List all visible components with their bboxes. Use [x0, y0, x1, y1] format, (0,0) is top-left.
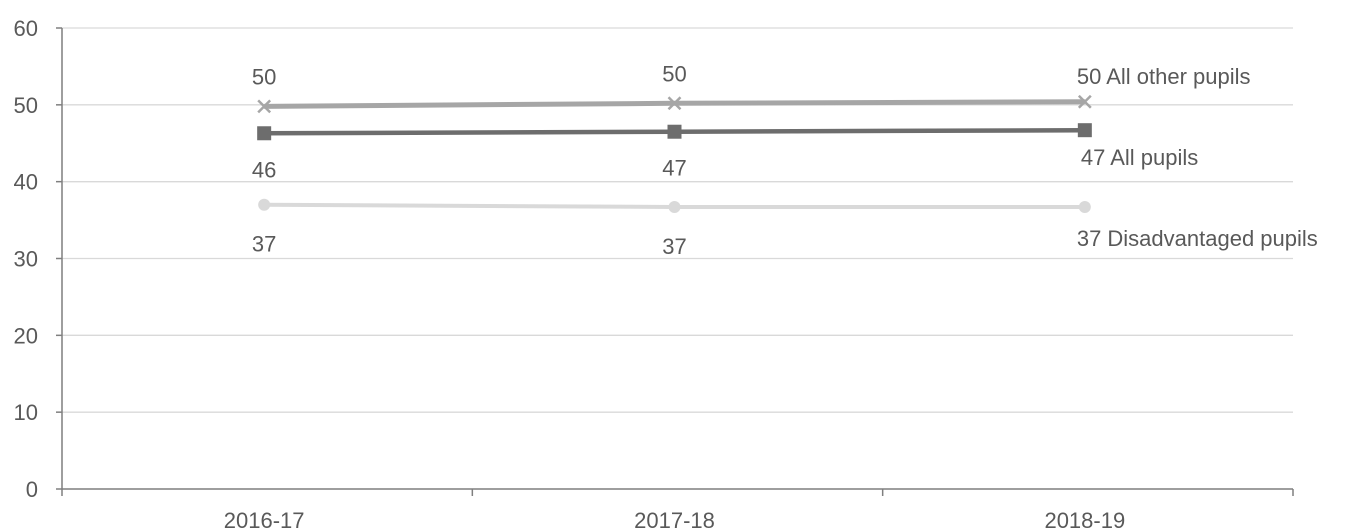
series-all-other-pupils: 50 50 50 All other pupils [252, 61, 1251, 114]
series-end-label: 50 All other pupils [1077, 64, 1251, 89]
y-tick-label: 40 [14, 170, 38, 195]
data-label: 50 [252, 64, 276, 89]
data-point-marker [668, 201, 681, 214]
data-point-marker [667, 124, 682, 139]
data-label: 37 [662, 234, 686, 259]
y-tick-label: 20 [14, 323, 38, 348]
y-tick-label: 60 [14, 16, 38, 41]
x-tick-label: 2018-19 [1044, 508, 1125, 532]
y-tick-label: 50 [14, 93, 38, 118]
y-tick-label: 30 [14, 247, 38, 272]
x-tick-label: 2017-18 [634, 508, 715, 532]
x-tick-label: 2016-17 [224, 508, 305, 532]
data-label: 46 [252, 157, 276, 182]
data-point-marker [1077, 123, 1092, 138]
data-point-marker [258, 198, 271, 211]
data-point-marker [257, 99, 272, 114]
y-tick-label: 10 [14, 400, 38, 425]
series-disadvantaged-pupils: 37 37 37 Disadvantaged pupils [252, 198, 1318, 259]
data-label: 50 [662, 61, 686, 86]
data-point-marker [257, 126, 272, 141]
data-point-marker [667, 96, 682, 111]
series-all-pupils: 46 47 47 All pupils [252, 123, 1198, 182]
y-tick-label: 0 [26, 477, 38, 502]
data-point-marker [1078, 201, 1091, 214]
series-end-label: 37 Disadvantaged pupils [1077, 226, 1318, 251]
data-label: 47 [662, 156, 686, 181]
data-point-marker [1077, 94, 1092, 109]
series-end-label: 47 All pupils [1081, 145, 1198, 170]
data-label: 37 [252, 232, 276, 257]
